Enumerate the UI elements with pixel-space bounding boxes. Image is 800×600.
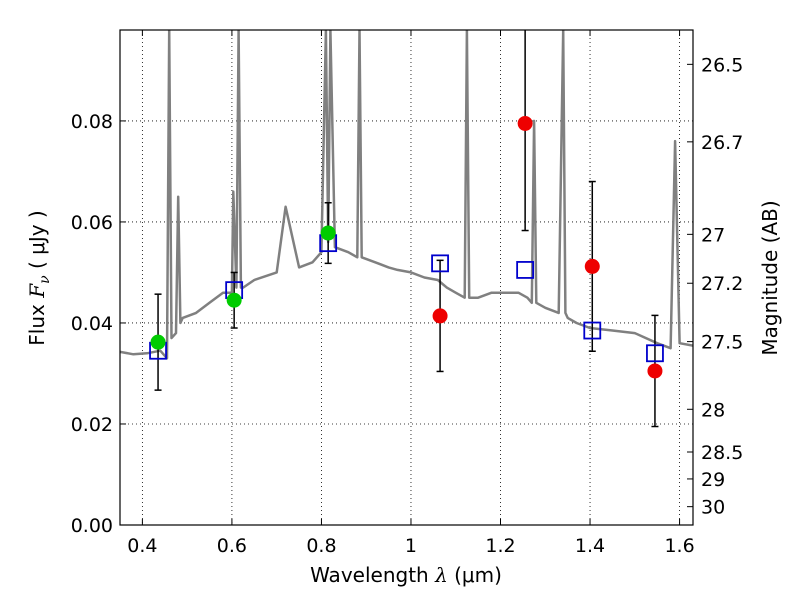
- observed-flux-point: [150, 334, 166, 350]
- observed-flux-point: [320, 225, 336, 241]
- right-tick-label: 28.5: [701, 442, 743, 464]
- model-photometry-square: [646, 344, 664, 363]
- x-tick-label: 1.6: [664, 535, 694, 557]
- right-tick-label: 30: [701, 497, 725, 519]
- x-tick-label: 1.2: [485, 535, 515, 557]
- right-tick-label: 28: [701, 399, 725, 421]
- right-tick-label: 26.7: [701, 132, 743, 154]
- x-tick-labels: 0.4 0.6 0.8 1 1.2 1.4 1.6: [127, 535, 694, 557]
- x-tick-label: 0.8: [306, 535, 336, 557]
- plot-frame: [119, 29, 694, 526]
- model-photometry-points: [149, 234, 664, 363]
- right-tick-label: 26.5: [701, 54, 743, 76]
- observed-flux-point: [647, 363, 663, 379]
- model-photometry-square: [516, 261, 535, 279]
- y-tick-label: 0.04: [71, 313, 113, 335]
- x-tick-label: 0.6: [217, 535, 247, 557]
- model-photometry-square: [583, 321, 602, 340]
- right-tick-label: 27.2: [701, 273, 743, 295]
- y-tick-labels: 0.00 0.02 0.04 0.06 0.08: [71, 111, 113, 537]
- model-spectrum-line: [120, 30, 693, 360]
- y-tick-label: 0.00: [71, 515, 113, 537]
- observed-flux-point: [226, 292, 242, 308]
- axis-ticks: [120, 30, 693, 526]
- x-axis-label: Wavelength λ (μm): [310, 563, 502, 587]
- observed-flux-point: [432, 308, 448, 324]
- x-tick-label: 1: [405, 535, 417, 557]
- y-tick-label: 0.08: [71, 111, 113, 133]
- right-axis-label: Magnitude (AB): [758, 200, 782, 355]
- plot-background: [120, 30, 693, 525]
- right-tick-labels: 26.5 26.7 27 27.2 27.5 28 28.5 29 30: [701, 54, 743, 518]
- grid-lines: [120, 30, 693, 525]
- y-axis-label: Flux Fν ( μJy ): [25, 210, 53, 345]
- right-tick-label: 27: [701, 224, 725, 246]
- y-tick-label: 0.06: [71, 212, 113, 234]
- x-tick-label: 0.4: [127, 535, 157, 557]
- observed-flux-point: [517, 115, 533, 131]
- right-tick-label: 29: [701, 469, 725, 491]
- x-tick-label: 1.4: [575, 535, 605, 557]
- y-tick-label: 0.02: [71, 414, 113, 436]
- model-photometry-square: [431, 254, 449, 273]
- observed-photometry-points: [150, 115, 663, 379]
- observed-flux-point: [584, 258, 600, 274]
- right-tick-label: 27.5: [701, 332, 743, 354]
